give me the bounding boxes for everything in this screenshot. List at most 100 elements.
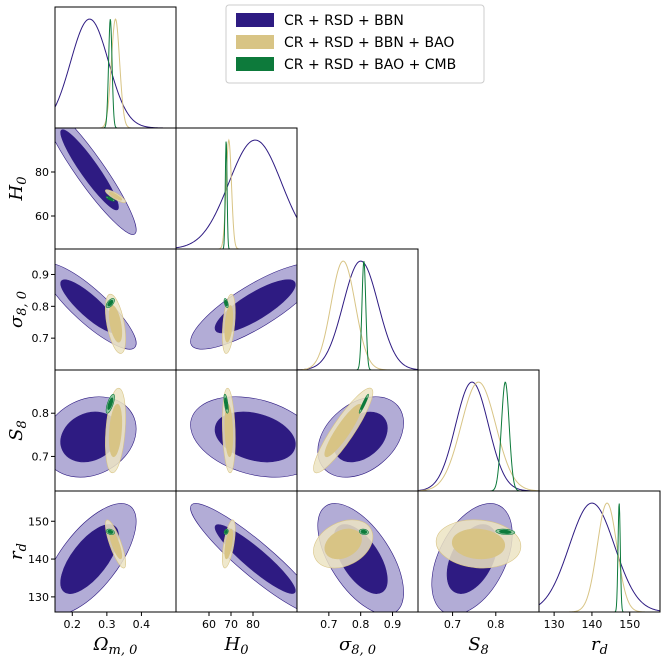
ytick-label-rd-1: 140 [28,553,49,566]
ytick-label-s80-0: 0.7 [32,332,50,345]
xtick-label-om-0: 0.2 [64,618,82,631]
xtick-label-s80-2: 0.9 [384,618,402,631]
legend-swatch-2 [236,35,274,49]
contour-68-series-2 [324,528,362,560]
contour-68-series-3 [224,529,228,534]
xtick-label-rd-1: 140 [581,618,602,631]
panel-s8-vs-h0-contours [190,387,297,478]
panel-s8-vs-om-contours [55,387,137,478]
panel-rd-vs-s8 [417,490,540,613]
contour-68-series-3 [224,397,228,410]
yaxis-label-s80: σ8, 0 [6,291,30,328]
panel-rd-vs-s8-contours [431,503,522,612]
xaxis-label-rd: rd [591,634,608,658]
yaxis-label-h0: H0 [6,177,30,202]
xtick-label-om-1: 0.3 [98,618,116,631]
marginal-series-1 [539,502,660,612]
marginal-series-1 [297,260,418,370]
panel-rd-vs-h0 [175,490,298,613]
marginal-series-3 [55,19,176,128]
contour-68-series-3 [107,529,114,534]
marginal-series-2 [297,260,418,370]
legend-box [225,4,485,84]
ytick-label-s8-1: 0.8 [32,407,50,420]
xaxis-label-h0: H0 [224,634,249,658]
ytick-label-s80-1: 0.8 [32,300,50,313]
yaxis-label-s8: S8 [6,420,30,441]
xtick-label-h0-1: 70 [224,618,238,631]
contour-68-series-3 [360,529,368,534]
legend-swatch-1 [236,13,274,27]
contour-68-series-3 [224,299,228,307]
contour-68-series-1 [214,524,296,594]
ytick-label-rd-2: 150 [28,515,49,528]
panel-rd-marginal [538,490,661,613]
panel-s80-vs-om [54,248,177,371]
ytick-label-rd-0: 130 [28,591,49,604]
panel-rd-vs-om-contours [55,503,137,612]
contour-68-series-2 [224,528,234,560]
panel-s8-marginal-frame [417,369,540,492]
panel-om-marginal-frame [54,6,177,129]
panel-h0-marginal-frame [175,127,298,250]
ytick-label-s8-0: 0.7 [32,450,50,463]
panel-s80-vs-h0-contours [190,263,297,354]
marginal-series-1 [418,381,539,491]
xtick-label-rd-2: 150 [619,618,640,631]
contour-68-series-2 [108,191,123,201]
xtick-label-s8-1: 0.8 [487,618,505,631]
marginal-series-2 [539,502,660,612]
legend-label-2: CR + RSD + BBN + BAO [284,35,454,51]
panel-h0-marginal [175,127,298,250]
marginal-series-2 [55,18,176,128]
marginal-series-3 [418,381,539,491]
panel-s8-vs-s80 [296,369,419,492]
panel-s80-vs-om-contours [55,263,137,354]
contour-68-series-1 [60,129,119,211]
xtick-label-h0-0: 60 [202,618,216,631]
contour-68-series-3 [107,299,114,307]
legend-label-1: CR + RSD + BBN [284,13,404,29]
yaxis-label-rd: rd [6,543,30,560]
marginal-series-1 [176,139,297,249]
contour-68-series-2 [224,305,234,343]
panel-s80-marginal [296,248,419,371]
legend-swatch-3 [236,57,274,71]
xtick-label-s8-0: 0.7 [444,618,462,631]
contour-68-series-2 [451,528,506,560]
panel-s80-vs-h0 [175,248,298,371]
xtick-label-rd-0: 130 [544,618,565,631]
xtick-label-h0-2: 80 [246,618,260,631]
panel-rd-marginal-frame [538,490,661,613]
xtick-label-s80-1: 0.8 [352,618,370,631]
panel-rd-vs-h0-contours [190,503,297,612]
marginal-series-1 [55,18,176,128]
legend-label-3: CR + RSD + BAO + CMB [284,57,456,73]
contour-68-series-3 [360,397,368,410]
marginal-series-2 [418,381,539,491]
xtick-label-om-2: 0.4 [133,618,151,631]
contour-68-series-3 [107,196,114,201]
ytick-label-h0-1: 80 [35,166,49,179]
ytick-label-s80-2: 0.9 [32,268,50,281]
panel-om-marginal [54,6,177,129]
marginal-series-3 [176,141,297,249]
legend: CR + RSD + BBN CR + RSD + BBN + BAO CR + R… [225,4,485,84]
xaxis-label-om: Ωm, 0 [93,634,138,658]
contour-68-series-2 [108,403,123,458]
contour-68-series-1 [60,524,119,594]
panel-rd-vs-s80 [296,490,419,613]
panel-s8-vs-om [54,369,177,492]
contour-68-series-3 [499,529,512,534]
panel-rd-vs-s80-contours [313,503,404,612]
panel-h0-vs-om-contours [55,128,137,235]
marginal-series-2 [176,138,297,249]
xaxis-label-s80: σ8, 0 [339,634,376,658]
panel-s8-marginal [417,369,540,492]
xtick-label-s80-0: 0.7 [320,618,338,631]
xaxis-label-s8: S8 [468,634,489,658]
contour-68-series-2 [324,403,362,458]
marginal-series-3 [539,503,660,612]
